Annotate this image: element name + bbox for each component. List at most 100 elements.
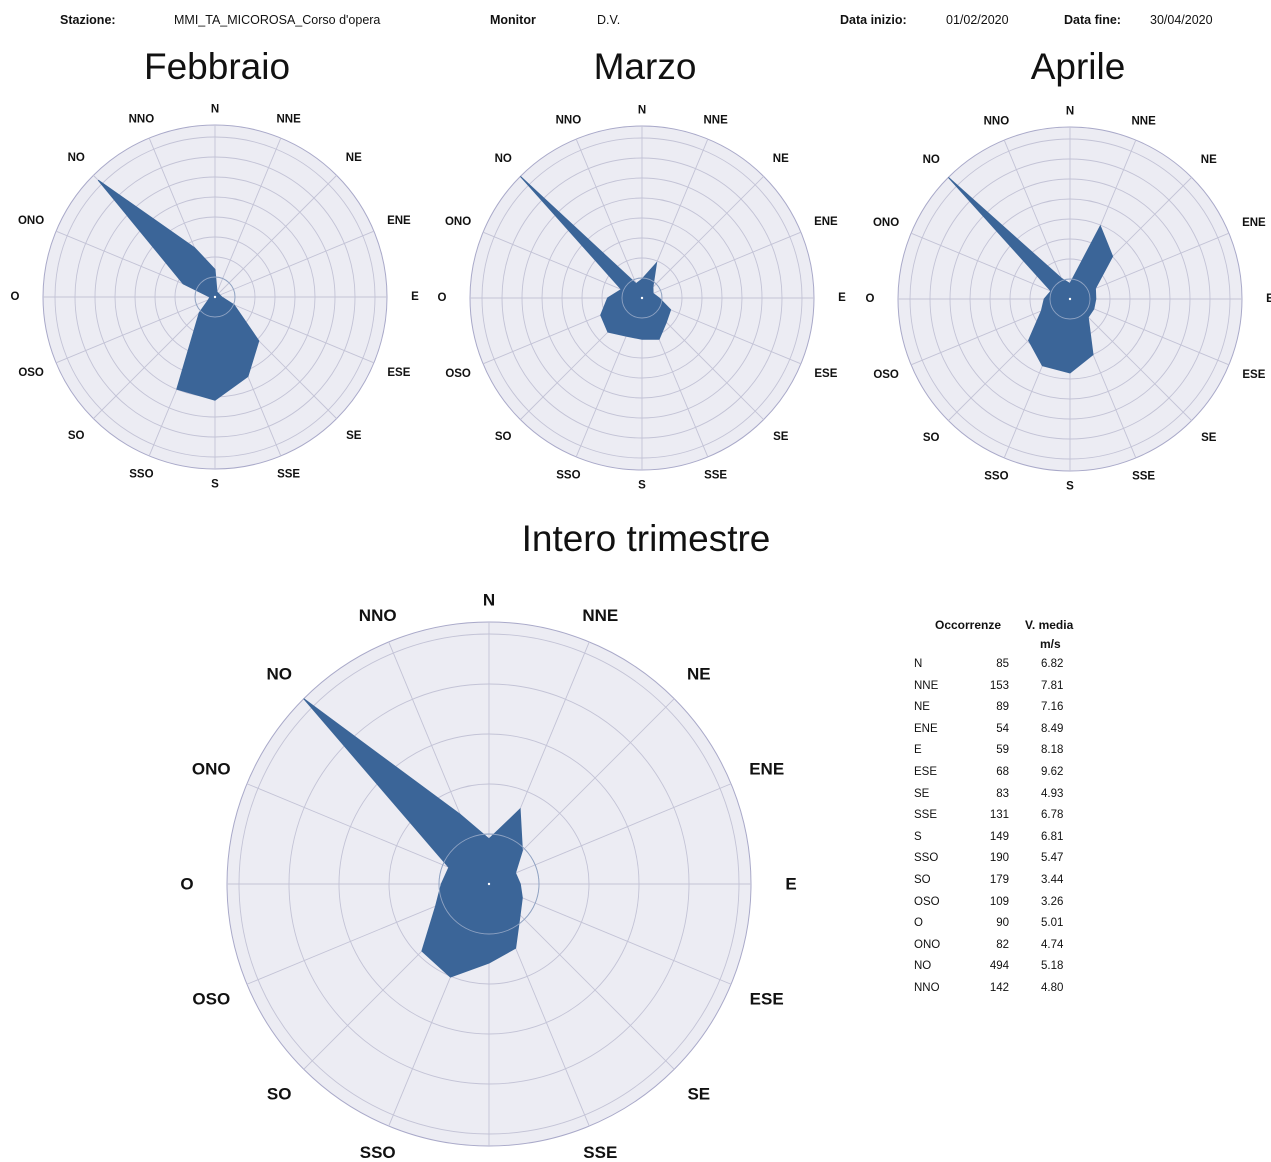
direction-label: ONO (873, 217, 899, 229)
direction-label: SE (687, 1084, 710, 1103)
direction-label: NO (266, 665, 292, 684)
stazione-label: Stazione: (60, 13, 116, 27)
direction-label: SSE (583, 1143, 617, 1162)
direction-label: S (1066, 480, 1074, 492)
direction-label: SSE (1132, 471, 1155, 483)
grid-spoke (214, 175, 337, 298)
table-cell-dir: E (914, 744, 922, 757)
grid-spoke (93, 296, 216, 419)
table-row: NNE 153 7.81 (905, 680, 1095, 701)
direction-label: NNO (556, 114, 582, 126)
rose-center (640, 296, 644, 300)
table-cell-occ: 142 (989, 982, 1009, 994)
direction-label: O (180, 875, 193, 894)
direction-label: SSO (129, 469, 153, 481)
table-row: SE 83 4.93 (905, 788, 1095, 809)
table-cell-vel: 9.62 (1041, 766, 1064, 778)
chart-title-aprile: Aprile (1030, 46, 1126, 87)
table-cell-vel: 5.47 (1041, 852, 1064, 865)
table-cell-dir: NNO (914, 982, 940, 994)
grid-spoke (488, 783, 732, 885)
table-cell-dir: SSE (914, 809, 938, 822)
rose-series (948, 177, 1114, 374)
data-inizio-value: 01/02/2020 (946, 13, 1009, 27)
wind-rose-2: N NNE NE ENE E ESE SE SSE S SSO SO OSO O ONO NO NNO (866, 106, 1271, 493)
table-cell-occ: 90 (996, 917, 1009, 930)
table-row: O 90 5.01 (905, 917, 1095, 938)
direction-label: NNE (1131, 115, 1156, 127)
table-cell-dir: SSO (914, 852, 939, 865)
table-cell-vel: 8.18 (1041, 744, 1064, 757)
direction-label: S (211, 478, 219, 490)
direction-label: ESE (750, 990, 784, 1009)
data-fine-value: 30/04/2020 (1150, 13, 1213, 27)
table-cell-dir: OSO (914, 895, 940, 908)
direction-label: SO (68, 430, 85, 442)
table-cell-occ: 149 (989, 830, 1009, 843)
grid-spoke (641, 231, 802, 299)
direction-label: OSO (445, 368, 471, 380)
wind-rose-0: N NNE NE ENE E ESE SE SSE S SSO SO OSO O ONO NO NNO (11, 104, 420, 491)
data-inizio-label: Data inizio: (840, 13, 907, 27)
direction-label: NNO (129, 113, 155, 125)
table-cell-occ: 85 (996, 658, 1009, 670)
direction-label: OSO (873, 369, 899, 381)
direction-label: ESE (1242, 369, 1265, 381)
direction-label: OSO (18, 367, 44, 379)
rose-center (1068, 297, 1072, 301)
table-cell-occ: 179 (989, 874, 1009, 886)
direction-label: ESE (387, 367, 410, 379)
rose-series (520, 176, 672, 340)
table-cell-dir: ONO (914, 938, 941, 951)
table-cell-dir: N (914, 658, 923, 670)
direction-label: N (211, 104, 219, 116)
direction-label: NNE (703, 114, 728, 126)
table-cell-occ: 89 (996, 701, 1009, 714)
table-cell-occ: 190 (989, 852, 1009, 865)
table-cell-vel: 6.78 (1041, 809, 1064, 822)
direction-label: ENE (814, 216, 838, 228)
grid-spoke (1069, 298, 1192, 421)
direction-label: O (438, 292, 447, 304)
direction-label: SE (773, 431, 789, 443)
grid-spoke (1069, 298, 1230, 366)
grid-spoke (55, 296, 216, 364)
direction-label: SE (346, 430, 362, 442)
direction-label: S (483, 1159, 494, 1162)
direction-label: SE (1201, 432, 1217, 444)
grid-spoke (910, 232, 1071, 300)
direction-label: SO (923, 432, 940, 444)
table-row: ESE 68 9.62 (905, 766, 1095, 787)
direction-label: ONO (18, 215, 44, 227)
direction-label: NO (495, 153, 512, 165)
table-cell-vel: 4.80 (1041, 982, 1064, 994)
table-row: NE 89 7.16 (905, 701, 1095, 722)
chart-title-marzo: Marzo (593, 46, 697, 87)
table-cell-vel: 7.16 (1041, 701, 1064, 714)
grid-spoke (1069, 232, 1230, 300)
grid-spoke (575, 138, 643, 299)
table-cell-vel: 3.26 (1041, 895, 1064, 908)
table-row: SSO 190 5.47 (905, 852, 1095, 873)
direction-label: N (1066, 106, 1074, 118)
direction-label: S (638, 479, 646, 491)
table-row: NO 494 5.18 (905, 960, 1095, 981)
table-cell-vel: 5.18 (1041, 960, 1064, 973)
direction-label: SSO (360, 1143, 396, 1162)
table-cell-dir: O (914, 917, 923, 930)
direction-label: ENE (387, 215, 411, 227)
monitor-value: D.V. (597, 13, 621, 27)
table-cell-occ: 83 (996, 787, 1009, 800)
direction-label: E (785, 875, 796, 894)
direction-label: NE (687, 665, 711, 684)
inner-ring (194, 276, 236, 318)
inner-ring (621, 277, 663, 319)
header-occorrenze: Occorrenze (935, 618, 1002, 632)
grid-spoke (488, 883, 732, 985)
rose-series (97, 179, 260, 401)
direction-label: NNE (582, 606, 618, 625)
direction-label: NNO (359, 606, 397, 625)
table-cell-vel: 4.93 (1041, 787, 1064, 800)
table-row: ENE 54 8.49 (905, 723, 1095, 744)
table-cell-occ: 153 (989, 679, 1009, 692)
